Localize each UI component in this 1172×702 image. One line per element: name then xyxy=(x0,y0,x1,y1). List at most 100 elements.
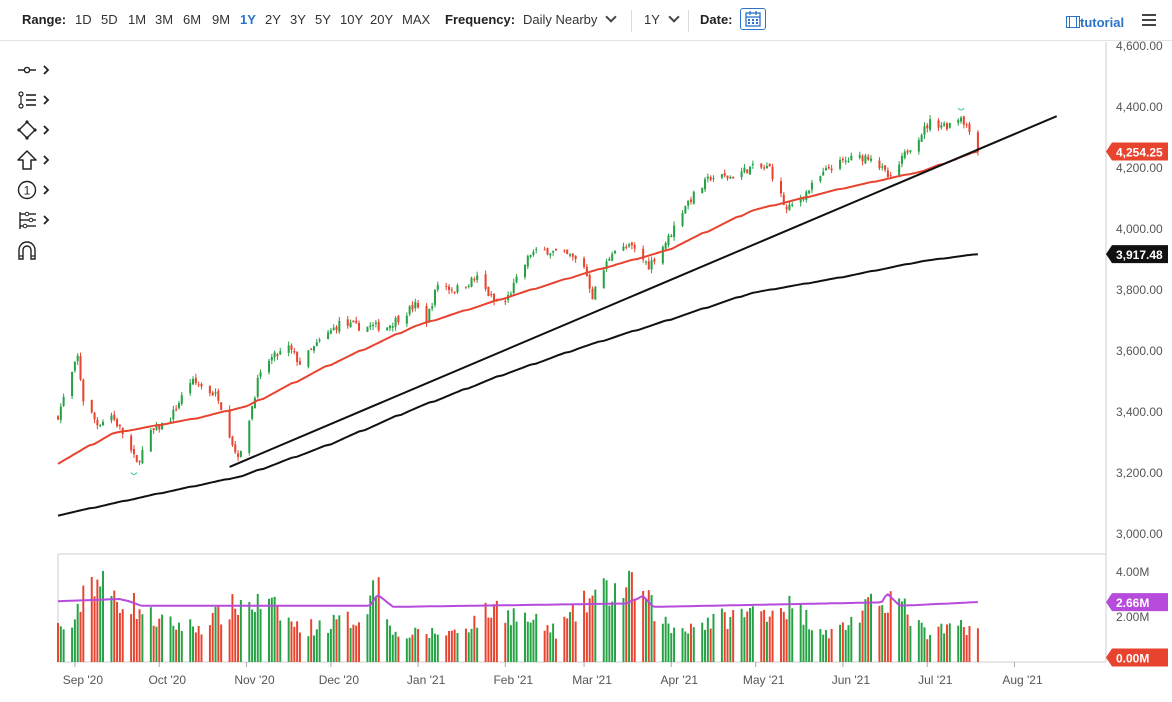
range-button-10y[interactable]: 10Y xyxy=(340,12,364,27)
volume-bar xyxy=(310,619,313,662)
volume-bar xyxy=(152,625,155,662)
volume-bar xyxy=(729,617,732,662)
volume-bar xyxy=(169,616,172,662)
candle-body xyxy=(298,361,301,365)
volume-bar xyxy=(827,638,830,662)
candle-body xyxy=(884,165,887,170)
candle-body xyxy=(470,277,473,287)
candle-body xyxy=(231,436,234,446)
range-button-1d[interactable]: 1D xyxy=(75,12,92,27)
candle-body xyxy=(923,126,926,135)
candle-body xyxy=(898,164,901,176)
candle-body xyxy=(76,355,79,362)
volume-bar xyxy=(791,608,794,662)
toolbar-divider xyxy=(688,10,689,32)
shape-tool[interactable] xyxy=(14,118,54,148)
candle-body xyxy=(211,392,214,396)
volume-bar xyxy=(630,572,633,662)
volume-bar xyxy=(684,631,687,662)
volume-bar xyxy=(726,628,729,662)
volume-bar xyxy=(881,605,884,662)
trendline-tool[interactable] xyxy=(14,88,54,118)
candle-body xyxy=(791,204,794,206)
annotation-number-tool[interactable]: 1 xyxy=(14,178,54,208)
range-button-9m[interactable]: 9M xyxy=(212,12,231,27)
volume-bar xyxy=(841,622,844,662)
volume-bar xyxy=(493,604,496,662)
hamburger-menu-icon[interactable] xyxy=(1142,14,1156,26)
y-tick-label: 3,000.00 xyxy=(1116,527,1163,541)
candle-body xyxy=(765,166,768,169)
volume-bar xyxy=(248,602,251,662)
candle-body xyxy=(411,304,414,310)
candle-body xyxy=(335,326,338,330)
tutorial-link[interactable]: tutorial xyxy=(1066,15,1124,30)
calendar-button[interactable] xyxy=(740,8,766,30)
volume-bar xyxy=(507,610,510,662)
volume-bar xyxy=(900,601,903,662)
volume-bar xyxy=(307,636,310,662)
volume-bar xyxy=(220,624,223,662)
range-button-6m[interactable]: 6M xyxy=(183,12,202,27)
range-button-2y[interactable]: 2Y xyxy=(265,12,281,27)
candle-body xyxy=(79,356,82,380)
x-tick-label: Jun '21 xyxy=(832,673,871,687)
candle-body xyxy=(546,248,549,255)
range-button-max[interactable]: MAX xyxy=(402,12,431,27)
candle-body xyxy=(729,177,732,179)
volume-bar xyxy=(476,627,479,662)
candle-body xyxy=(391,326,394,328)
candle-body xyxy=(453,291,456,293)
candle-body xyxy=(214,392,217,394)
candle-body xyxy=(394,317,397,327)
candle-body xyxy=(543,249,546,251)
candle-body xyxy=(574,255,577,260)
range-button-5d[interactable]: 5D xyxy=(101,12,118,27)
crosshair-tool[interactable] xyxy=(14,58,54,88)
range-button-1y[interactable]: 1Y xyxy=(240,12,256,27)
volume-bar xyxy=(388,625,391,662)
candle-body xyxy=(110,415,113,421)
range-button-3m[interactable]: 3M xyxy=(155,12,174,27)
range-button-5y[interactable]: 5Y xyxy=(315,12,331,27)
fibonacci-tool[interactable] xyxy=(14,208,54,238)
candle-body xyxy=(591,288,594,300)
support-trendline[interactable] xyxy=(229,115,1058,468)
period-dropdown[interactable]: 1Y xyxy=(644,11,680,27)
volume-bar xyxy=(335,619,338,662)
arrow-tool[interactable] xyxy=(14,148,54,178)
candle-body xyxy=(841,158,844,161)
y-tick-label: 4,600.00 xyxy=(1116,39,1163,53)
volume-bar xyxy=(180,630,183,662)
candle-body xyxy=(431,306,434,309)
last-volume-badge-shape xyxy=(1106,648,1168,667)
range-button-20y[interactable]: 20Y xyxy=(370,12,394,27)
volume-bar xyxy=(926,639,929,662)
candle-body xyxy=(687,200,690,206)
volume-bar xyxy=(436,634,439,662)
candle-body xyxy=(352,320,355,323)
volume-bar xyxy=(549,632,552,662)
volume-bar xyxy=(552,623,555,662)
candle-body xyxy=(116,419,119,427)
candle-body xyxy=(839,159,842,169)
volume-bar xyxy=(194,632,197,662)
volume-bar xyxy=(765,621,768,662)
candle-body xyxy=(408,306,411,315)
candle-body xyxy=(861,156,864,162)
magnet-tool[interactable] xyxy=(14,238,54,268)
x-tick-label: Jul '21 xyxy=(918,673,953,687)
volume-bar xyxy=(844,629,847,662)
frequency-dropdown[interactable]: Daily Nearby xyxy=(523,11,618,27)
candle-body xyxy=(878,160,881,169)
range-button-1m[interactable]: 1M xyxy=(128,12,147,27)
candle-body xyxy=(267,360,271,373)
volume-bar xyxy=(976,628,979,662)
volume-bar xyxy=(760,611,763,662)
x-tick-label: Mar '21 xyxy=(572,673,612,687)
volume-bar xyxy=(158,618,161,662)
volume-bar xyxy=(740,608,743,662)
range-button-3y[interactable]: 3Y xyxy=(290,12,306,27)
candle-body xyxy=(515,276,518,283)
candle-body xyxy=(425,305,428,324)
